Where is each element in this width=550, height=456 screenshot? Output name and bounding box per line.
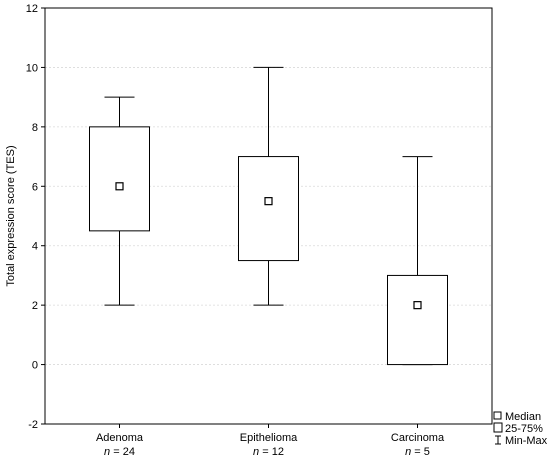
y-tick-label: 4 — [32, 241, 38, 253]
iqr-box — [387, 274, 448, 366]
box-series — [89, 66, 448, 366]
legend-label: Median — [505, 411, 541, 423]
y-tick-label: 2 — [32, 300, 38, 312]
box-group-epithelioma — [238, 66, 299, 306]
y-tick-label: -2 — [28, 419, 38, 431]
legend-label: Min-Max — [505, 435, 548, 447]
sample-size-label: n = 5 — [405, 446, 430, 456]
y-tick-label: 10 — [26, 62, 38, 74]
box-group-carcinoma — [387, 156, 448, 366]
iqr-box — [89, 126, 150, 232]
y-axis: -2 0 2 4 6 8 10 12 — [26, 3, 45, 431]
box-group-adenoma — [89, 96, 150, 306]
median-marker — [115, 182, 124, 191]
y-tick-label: 8 — [32, 122, 38, 134]
x-axis: Adenoma n = 24 Epithelioma n = 12 Carcinoma n… — [96, 424, 445, 456]
y-tick-label: 6 — [32, 181, 38, 193]
median-marker — [413, 301, 422, 310]
category-label: Carcinoma — [391, 432, 445, 444]
y-axis-title: Total expression score (TES) — [5, 145, 17, 286]
legend-label: 25-75% — [505, 423, 543, 435]
median-marker — [264, 197, 273, 206]
legend-median-symbol — [493, 411, 502, 420]
sample-size-label: n = 12 — [253, 446, 284, 456]
category-label: Epithelioma — [240, 432, 298, 444]
y-tick-label: 0 — [32, 360, 38, 372]
legend-box-symbol — [493, 422, 503, 433]
sample-size-label: n = 24 — [104, 446, 135, 456]
category-label: Adenoma — [96, 432, 144, 444]
iqr-box — [238, 156, 299, 262]
y-tick-label: 12 — [26, 3, 38, 15]
